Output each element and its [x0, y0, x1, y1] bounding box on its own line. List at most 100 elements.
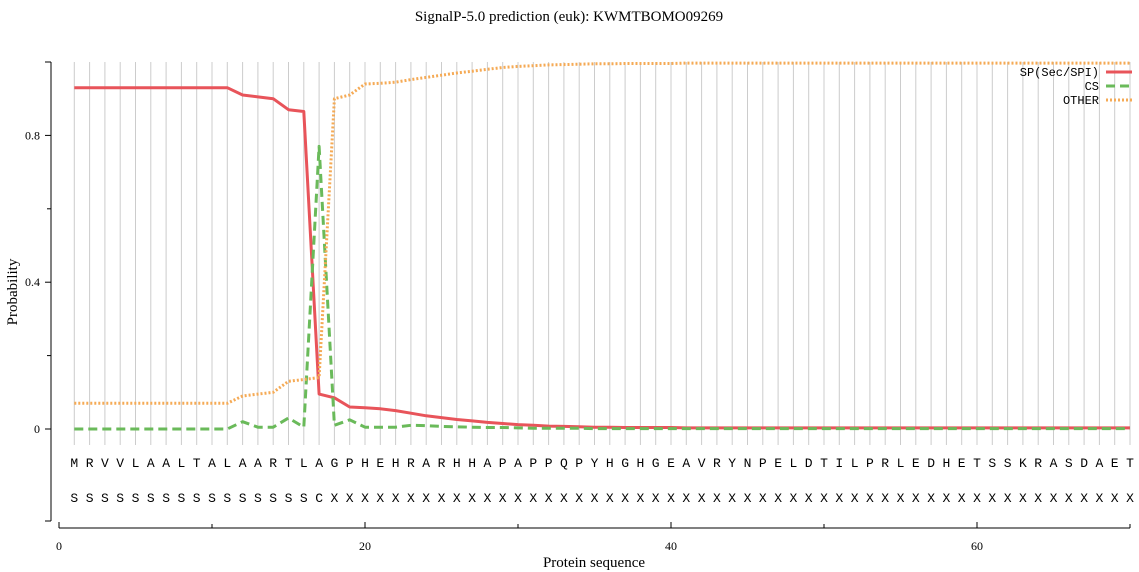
residue-label: H	[606, 456, 614, 471]
series-line-sp-sec-spi	[74, 86, 1130, 430]
prediction-label: S	[177, 491, 185, 506]
prediction-label: X	[392, 491, 400, 506]
prediction-label: X	[575, 491, 583, 506]
prediction-label: S	[116, 491, 124, 506]
prediction-label: X	[438, 491, 446, 506]
x-tick-label: 0	[56, 539, 62, 553]
prediction-label: X	[1004, 491, 1012, 506]
residue-label: G	[621, 456, 629, 471]
residue-label: K	[1019, 456, 1027, 471]
prediction-label: X	[1080, 491, 1088, 506]
prediction-label: X	[851, 491, 859, 506]
prediction-label: X	[927, 491, 935, 506]
prediction-label: S	[254, 491, 262, 506]
prediction-label: S	[193, 491, 201, 506]
residue-label: S	[1004, 456, 1012, 471]
prediction-label: X	[805, 491, 813, 506]
prediction-label: X	[1034, 491, 1042, 506]
residue-label: L	[789, 456, 797, 471]
residue-label: P	[759, 456, 767, 471]
residue-label: T	[193, 456, 201, 471]
prediction-label: X	[545, 491, 553, 506]
prediction-label: X	[422, 491, 430, 506]
residue-label: P	[575, 456, 583, 471]
chart-title: SignalP-5.0 prediction (euk): KWMTBOMO09…	[415, 9, 723, 25]
residue-label: Y	[591, 456, 599, 471]
prediction-label: X	[958, 491, 966, 506]
residue-label: P	[866, 456, 874, 471]
prediction-label: X	[621, 491, 629, 506]
prediction-label: X	[1065, 491, 1073, 506]
prediction-label: X	[330, 491, 338, 506]
residue-label: R	[86, 456, 94, 471]
prediction-label: C	[315, 491, 323, 506]
prediction-label: X	[866, 491, 874, 506]
prediction-label: X	[713, 491, 721, 506]
residue-label: R	[438, 456, 446, 471]
prediction-label: X	[759, 491, 767, 506]
prediction-label: S	[101, 491, 109, 506]
prediction-label: S	[285, 491, 293, 506]
prediction-label: S	[269, 491, 277, 506]
prediction-label: X	[667, 491, 675, 506]
residue-label: I	[835, 456, 843, 471]
prediction-label: X	[973, 491, 981, 506]
series-line-cs	[74, 144, 1130, 431]
residue-label: A	[483, 456, 491, 471]
residue-label: N	[744, 456, 752, 471]
residue-label: A	[1050, 456, 1058, 471]
residue-label: T	[1126, 456, 1134, 471]
prediction-label: S	[70, 491, 78, 506]
prediction-label: X	[499, 491, 507, 506]
prediction-label: X	[560, 491, 568, 506]
prediction-label: X	[942, 491, 950, 506]
x-tick-label: 40	[665, 539, 677, 553]
prediction-label: X	[912, 491, 920, 506]
residue-label: L	[897, 456, 905, 471]
prediction-label: X	[453, 491, 461, 506]
residue-label: S	[1065, 456, 1073, 471]
y-axis-label: Probability	[5, 258, 21, 325]
residue-label: R	[269, 456, 277, 471]
residue-label: Q	[560, 456, 568, 471]
residue-label: H	[361, 456, 369, 471]
prediction-label: S	[239, 491, 247, 506]
y-axis: 0 0.4 0.8	[25, 61, 52, 522]
residue-label: D	[805, 456, 813, 471]
residue-label: L	[851, 456, 859, 471]
residue-grid	[73, 62, 1131, 445]
residue-label: D	[1080, 456, 1088, 471]
residue-label: M	[70, 456, 78, 471]
residue-label: R	[1034, 456, 1042, 471]
residue-label: E	[667, 456, 675, 471]
prediction-label: X	[529, 491, 537, 506]
residue-label: E	[958, 456, 966, 471]
residue-label: H	[942, 456, 950, 471]
residue-label: Y	[728, 456, 736, 471]
residue-label: A	[147, 456, 155, 471]
residue-label: R	[407, 456, 415, 471]
residue-label: H	[468, 456, 476, 471]
prediction-label: X	[1019, 491, 1027, 506]
prediction-label: X	[744, 491, 752, 506]
prediction-label: X	[698, 491, 706, 506]
prediction-label: S	[300, 491, 308, 506]
residue-label: V	[116, 456, 124, 471]
residue-label: H	[453, 456, 461, 471]
prediction-label: X	[407, 491, 415, 506]
prediction-label: X	[835, 491, 843, 506]
prediction-label: X	[376, 491, 384, 506]
prediction-label: X	[1095, 491, 1103, 506]
x-tick-label: 60	[971, 539, 983, 553]
x-tick-label: 20	[359, 539, 371, 553]
residue-label: L	[300, 456, 308, 471]
prediction-label: X	[636, 491, 644, 506]
residue-label: T	[973, 456, 981, 471]
y-tick-label: 0.8	[25, 128, 40, 142]
prediction-label: X	[1050, 491, 1058, 506]
prediction-label: X	[591, 491, 599, 506]
prediction-label: X	[514, 491, 522, 506]
